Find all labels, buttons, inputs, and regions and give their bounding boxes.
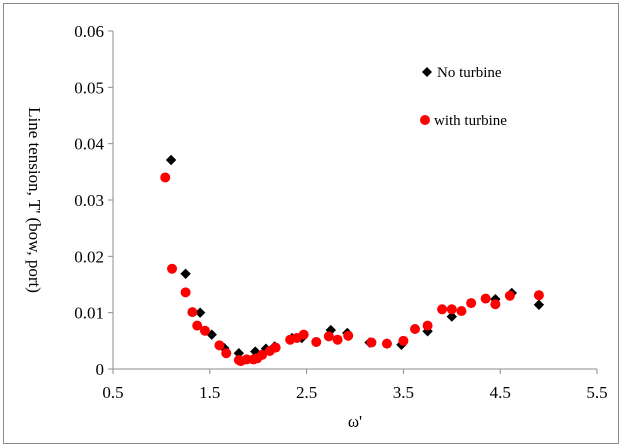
x-tick-label: 1.5 — [199, 383, 220, 402]
data-point-with-turbine — [221, 348, 232, 359]
data-point-no-turbine — [180, 268, 191, 279]
data-point-with-turbine — [270, 342, 281, 353]
data-point-with-turbine — [480, 293, 491, 304]
data-point-with-turbine — [446, 304, 457, 315]
data-point-with-turbine — [533, 290, 544, 301]
data-point-with-turbine — [257, 349, 268, 360]
data-point-with-turbine — [381, 338, 392, 349]
x-axis-ticks: 0.5 1.5 2.5 3.5 4.5 5.5 — [102, 369, 608, 402]
x-tick-label: 0.5 — [102, 383, 123, 402]
legend-item-with-turbine: with turbine — [420, 113, 507, 129]
x-tick-label: 5.5 — [586, 383, 607, 402]
data-point-with-turbine — [490, 299, 501, 310]
data-point-with-turbine — [437, 304, 448, 315]
legend-label-with-turbine: with turbine — [434, 113, 507, 129]
data-point-with-turbine — [311, 336, 322, 347]
chart-frame — [3, 3, 619, 444]
legend-label-no-turbine: No turbine — [437, 65, 502, 81]
data-point-with-turbine — [332, 334, 343, 345]
data-point-with-turbine — [180, 287, 191, 298]
data-point-with-turbine — [192, 320, 203, 331]
x-tick-label: 2.5 — [296, 383, 317, 402]
data-point-with-turbine — [298, 329, 309, 340]
y-tick-label: 0.02 — [74, 247, 104, 266]
y-tick-label: 0.04 — [74, 135, 104, 154]
legend-marker-diamond — [422, 67, 432, 77]
y-axis-ticks: 0 0.01 0.02 0.03 0.04 0.05 0.06 — [74, 22, 113, 379]
data-point-with-turbine — [466, 298, 477, 309]
axes — [112, 31, 597, 370]
y-tick-label: 0.06 — [74, 22, 104, 41]
data-point-with-turbine — [343, 330, 354, 341]
y-tick-label: 0 — [96, 360, 105, 379]
data-point-with-turbine — [214, 340, 225, 351]
data-point-with-turbine — [398, 335, 409, 346]
y-tick-label: 0.03 — [74, 191, 104, 210]
data-point-with-turbine — [366, 337, 377, 348]
series-no-turbine — [165, 154, 545, 359]
data-point-no-turbine — [233, 348, 245, 359]
legend: No turbine with turbine — [420, 65, 507, 129]
x-tick-label: 4.5 — [490, 383, 511, 402]
series-layer — [160, 154, 545, 367]
y-tick-label: 0.05 — [74, 78, 104, 97]
y-tick-label: 0.01 — [74, 304, 104, 323]
data-point-no-turbine — [194, 307, 206, 318]
x-axis-label: ω' — [348, 412, 362, 431]
x-tick-label: 3.5 — [393, 383, 414, 402]
data-point-with-turbine — [187, 307, 198, 318]
data-point-with-turbine — [422, 320, 433, 331]
data-point-with-turbine — [323, 331, 334, 342]
series-with-turbine — [160, 172, 544, 367]
data-point-with-turbine — [410, 324, 421, 335]
data-point-no-turbine — [165, 154, 177, 166]
data-point-with-turbine — [199, 325, 210, 336]
data-point-with-turbine — [504, 290, 515, 301]
data-point-with-turbine — [160, 172, 171, 183]
data-point-with-turbine — [456, 305, 467, 316]
data-point-no-turbine — [446, 311, 457, 322]
legend-item-no-turbine: No turbine — [422, 65, 502, 81]
data-point-with-turbine — [167, 263, 178, 274]
data-point-no-turbine — [533, 299, 545, 310]
legend-marker-circle — [420, 115, 430, 125]
y-axis-label: Line tension, T' (bow, port) — [25, 107, 44, 293]
